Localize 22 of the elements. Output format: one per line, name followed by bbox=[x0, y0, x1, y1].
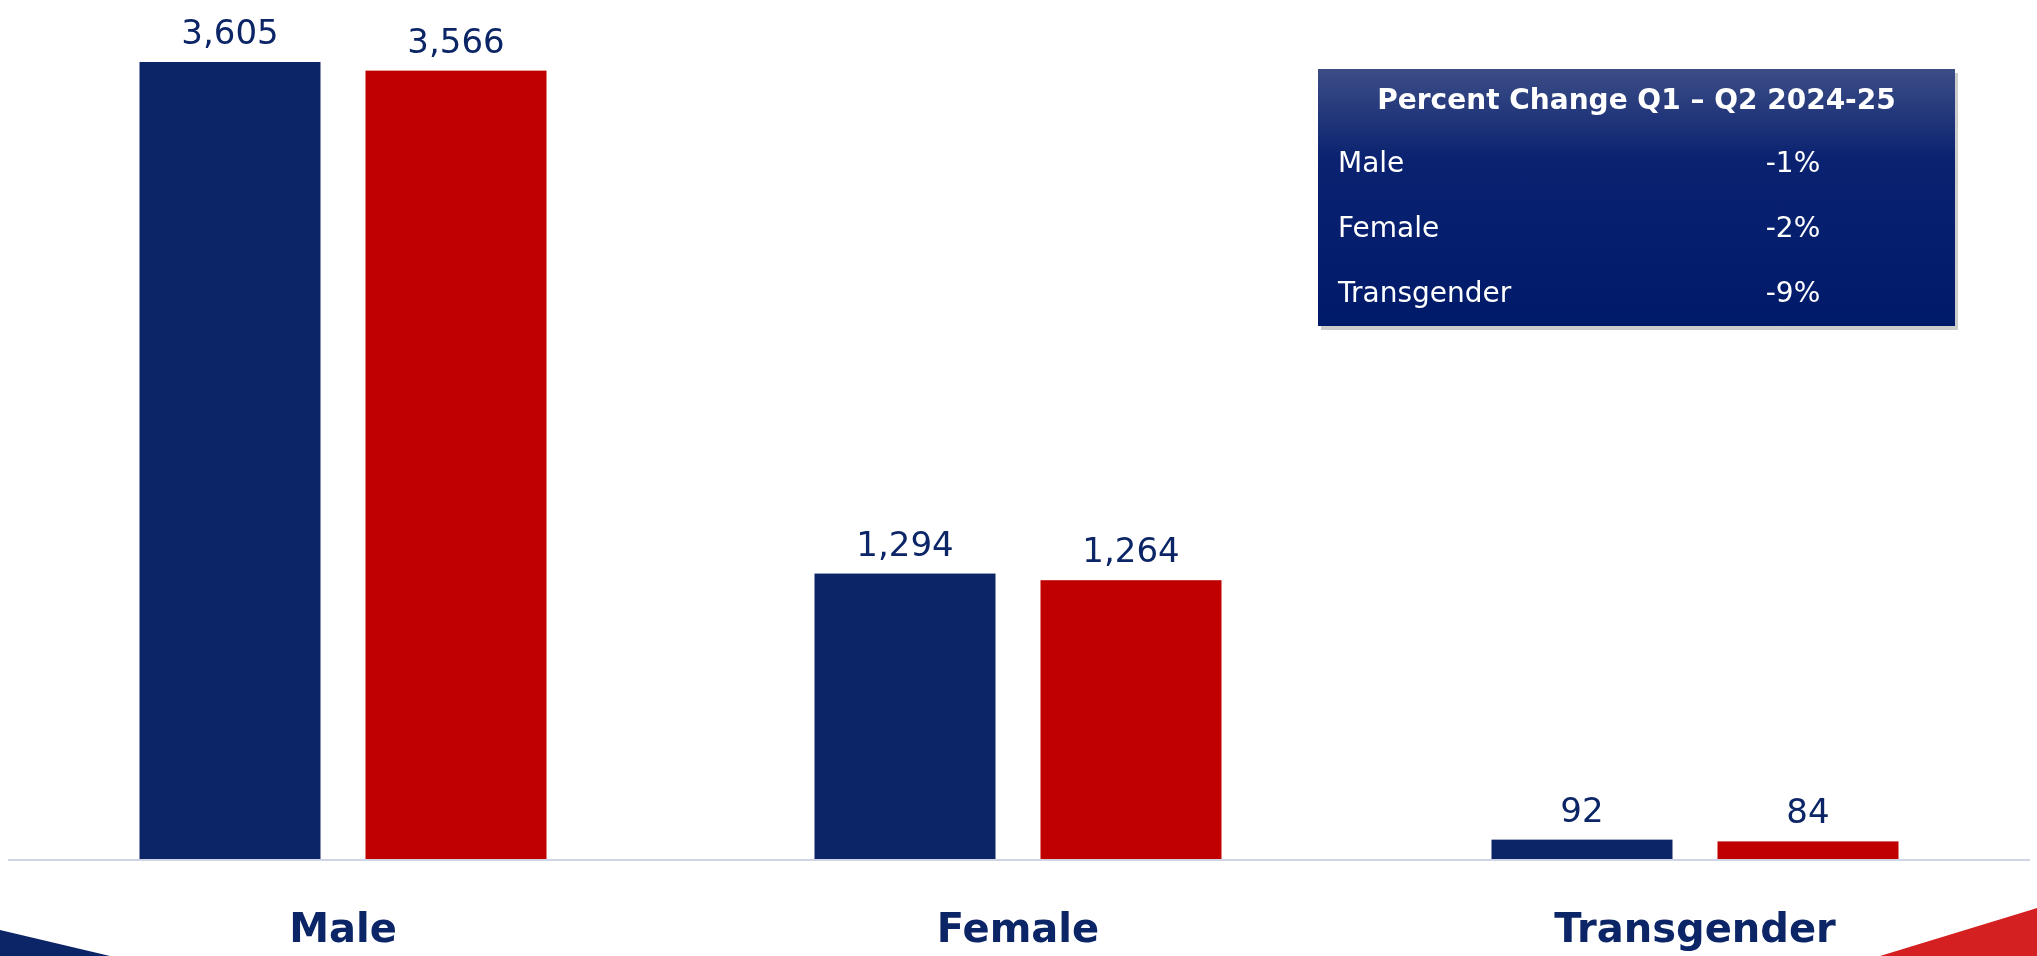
x-tick-label: Male bbox=[289, 905, 397, 951]
annotation: -1% bbox=[1765, 146, 1821, 179]
data-label: 1,294 bbox=[856, 523, 954, 564]
bar bbox=[1717, 841, 1899, 860]
data-label: 1,264 bbox=[1082, 530, 1180, 571]
data-label: 3,605 bbox=[181, 12, 279, 52]
data-label: 92 bbox=[1560, 789, 1604, 830]
bar bbox=[1491, 839, 1673, 860]
x-tick-label: Female bbox=[936, 905, 1100, 951]
data-label: 3,566 bbox=[407, 20, 505, 61]
bar bbox=[139, 62, 321, 860]
bar bbox=[814, 573, 996, 860]
bar bbox=[1040, 580, 1222, 860]
x-tick-label: Transgender bbox=[1554, 905, 1837, 951]
annotation: -9% bbox=[1765, 276, 1821, 309]
annotation: Percent Change Q1 – Q2 2024-25 bbox=[1377, 83, 1896, 116]
annotation: Female bbox=[1338, 211, 1440, 244]
annotation: Male bbox=[1338, 146, 1405, 179]
data-label: 84 bbox=[1786, 791, 1830, 832]
bar bbox=[365, 70, 547, 860]
annotation: -2% bbox=[1765, 211, 1821, 244]
annotation: Transgender bbox=[1337, 276, 1512, 309]
